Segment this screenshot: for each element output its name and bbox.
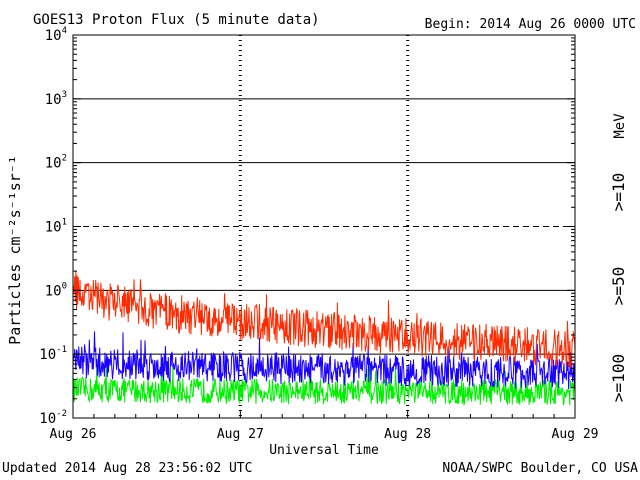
legend-entry-ge50: >=50 — [609, 267, 628, 306]
series-line-2 — [72, 363, 576, 406]
y-tick-label: 103 — [45, 90, 67, 108]
chart-title: GOES13 Proton Flux (5 minute data) — [33, 12, 320, 28]
x-tick-label: Aug 27 — [217, 427, 264, 442]
y-tick-label: 101 — [45, 218, 67, 236]
y-tick-label: 102 — [45, 154, 67, 172]
x-tick-label: Aug 26 — [50, 427, 97, 442]
y-axis-label: Particles cm⁻²s⁻¹sr⁻¹ — [6, 155, 24, 345]
series-layer — [72, 270, 576, 406]
x-tick-label: Aug 28 — [384, 427, 431, 442]
y-tick-label: 10-1 — [39, 345, 67, 363]
y-axis-ticks: 104 103 102 101 100 10-1 10-2 — [39, 26, 575, 427]
footer-source: NOAA/SWPC Boulder, CO USA — [442, 461, 638, 476]
x-axis-ticks: Aug 26 Aug 27 Aug 28 Aug 29 — [50, 410, 599, 442]
legend-entry-ge10: >=10 — [609, 173, 628, 212]
legend-entry-ge100: >=100 — [609, 354, 628, 402]
gridlines — [73, 35, 575, 418]
x-axis-label: Universal Time — [269, 443, 379, 458]
series-line-0 — [72, 270, 576, 370]
y-tick-label: 100 — [45, 281, 67, 299]
legend-unit: MeV — [612, 113, 628, 139]
x-tick-label: Aug 29 — [552, 427, 599, 442]
y-tick-label: 10-2 — [39, 409, 67, 427]
y-tick-label: 104 — [45, 26, 67, 44]
legend: MeV >=10 >=50 >=100 — [609, 113, 628, 402]
footer-updated: Updated 2014 Aug 28 23:56:02 UTC — [2, 461, 252, 476]
series-line-1 — [72, 331, 576, 390]
begin-label: Begin: 2014 Aug 26 0000 UTC — [425, 17, 636, 32]
